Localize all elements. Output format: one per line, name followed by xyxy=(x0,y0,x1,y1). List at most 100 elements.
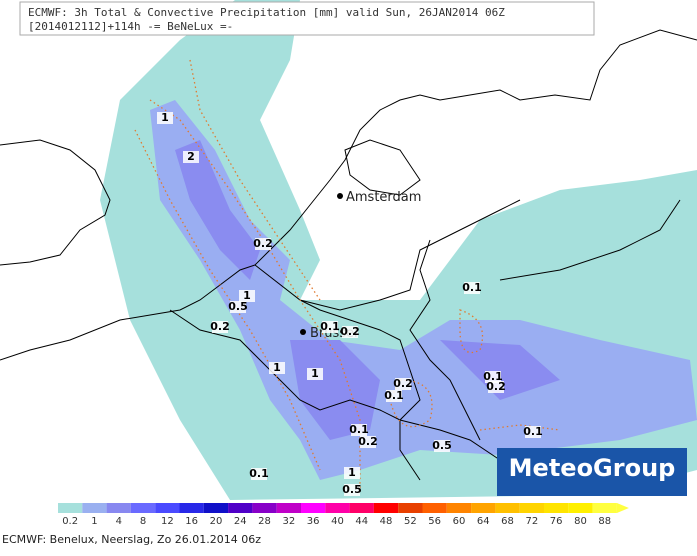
contour-label: 0.5 xyxy=(342,483,362,496)
legend-label: 12 xyxy=(161,516,174,527)
legend-swatch xyxy=(446,503,472,513)
contour-label-bg xyxy=(351,424,367,436)
contour-label: 1 xyxy=(348,466,356,479)
contour-label: 0.2 xyxy=(486,380,506,393)
legend-label: 32 xyxy=(282,516,295,527)
contour-label-bg xyxy=(212,321,228,333)
contour-label: 2 xyxy=(187,150,195,163)
legend-label: 56 xyxy=(428,516,441,527)
legend-swatch xyxy=(592,503,617,513)
legend-swatch xyxy=(495,503,520,513)
legend-label: 40 xyxy=(331,516,344,527)
legend-swatch xyxy=(301,503,326,513)
contour-label-bg xyxy=(307,368,323,380)
legend-label: 0.2 xyxy=(62,516,78,527)
contour-label-bg xyxy=(239,290,255,302)
logo: MeteoGroup xyxy=(509,454,676,482)
contour-label-bg xyxy=(488,381,504,393)
contour-label: 0.2 xyxy=(210,320,230,333)
contour-label: 1 xyxy=(161,111,169,124)
contour-label-bg xyxy=(395,378,411,390)
legend-label: 24 xyxy=(234,516,247,527)
contour-label-bg xyxy=(251,468,267,480)
header-line: [2014012112]+114h -= BeNeLux =- xyxy=(28,20,233,33)
contour-label-bg xyxy=(464,282,480,294)
legend-label: 20 xyxy=(210,516,223,527)
contour-label: 0.2 xyxy=(340,325,360,338)
legend-swatch xyxy=(203,503,229,513)
legend-swatch xyxy=(373,503,399,513)
contour-label-bg xyxy=(342,326,358,338)
contour-label-bg xyxy=(344,467,360,479)
contour-label: 1 xyxy=(273,361,281,374)
contour-label: 0.1 xyxy=(523,425,543,438)
legend-swatch xyxy=(228,503,253,513)
legend-arrow xyxy=(616,503,629,513)
legend-swatch xyxy=(106,503,131,513)
legend-label: 52 xyxy=(404,516,417,527)
contour-label-bg xyxy=(157,112,173,124)
contour-label: 1 xyxy=(311,367,319,380)
legend-swatch xyxy=(155,503,180,513)
header-box xyxy=(19,1,595,36)
legend-swatch xyxy=(349,503,374,513)
legend-label: 28 xyxy=(258,516,271,527)
legend-swatch xyxy=(325,503,350,513)
contour-label: 0.2 xyxy=(253,237,273,250)
contour-label: 0.2 xyxy=(393,377,413,390)
contour-label-bg xyxy=(230,301,246,313)
precip-1 xyxy=(150,100,697,480)
contour-label: 0.1 xyxy=(483,370,503,383)
contour-label: 0.1 xyxy=(320,320,340,333)
contour-label-bg xyxy=(322,321,338,333)
legend-swatch xyxy=(82,503,107,513)
city-dot xyxy=(300,329,306,335)
legend-swatch xyxy=(568,503,593,513)
legend-label: 72 xyxy=(525,516,538,527)
legend-label: 48 xyxy=(380,516,393,527)
contour-label: 0.1 xyxy=(349,423,369,436)
city-dot xyxy=(337,193,343,199)
contour-label: 0.1 xyxy=(462,281,482,294)
legend-swatch xyxy=(544,503,569,513)
contour-label-bg xyxy=(434,440,450,452)
contour-label: 0.1 xyxy=(384,389,404,402)
legend-swatch xyxy=(58,503,83,513)
precip-4 xyxy=(175,140,560,440)
legend-label: 44 xyxy=(355,516,368,527)
city-label: Amsterdam xyxy=(346,190,421,205)
coastlines xyxy=(0,29,697,481)
legend-swatch xyxy=(398,503,423,513)
legend-swatch xyxy=(252,503,277,513)
contour-label-bg xyxy=(255,238,271,250)
contour-label: 0.5 xyxy=(432,439,452,452)
legend-label: 88 xyxy=(598,516,611,527)
contour-label-bg xyxy=(269,362,285,374)
contour-label: 0.2 xyxy=(358,435,378,448)
legend-label: 36 xyxy=(307,516,320,527)
contour-label: 1 xyxy=(243,289,251,302)
header-line: ECMWF: 3h Total & Convective Precipitati… xyxy=(28,6,505,19)
legend-swatch xyxy=(130,503,156,513)
contour-label-bg xyxy=(485,371,501,383)
contour-label: 0.1 xyxy=(249,467,269,480)
logo-box xyxy=(497,448,687,496)
contours xyxy=(134,59,561,490)
legend-label: 1 xyxy=(91,516,97,527)
legend-label: 76 xyxy=(550,516,563,527)
legend-label: 16 xyxy=(185,516,198,527)
legend-label: 4 xyxy=(116,516,122,527)
contour-label-bg xyxy=(525,426,541,438)
contour-label-bg xyxy=(360,436,376,448)
legend-swatch xyxy=(471,503,496,513)
legend-swatch xyxy=(276,503,301,513)
contour-label: 0.5 xyxy=(228,300,248,313)
legend-label: 68 xyxy=(501,516,514,527)
contour-label-bg xyxy=(344,484,360,496)
legend-label: 80 xyxy=(574,516,587,527)
legend-swatch xyxy=(519,503,544,513)
footer: ECMWF: Benelux, Neerslag, Zo 26.01.2014 … xyxy=(2,533,261,546)
contour-label-bg xyxy=(386,390,402,402)
legend-label: 60 xyxy=(453,516,466,527)
